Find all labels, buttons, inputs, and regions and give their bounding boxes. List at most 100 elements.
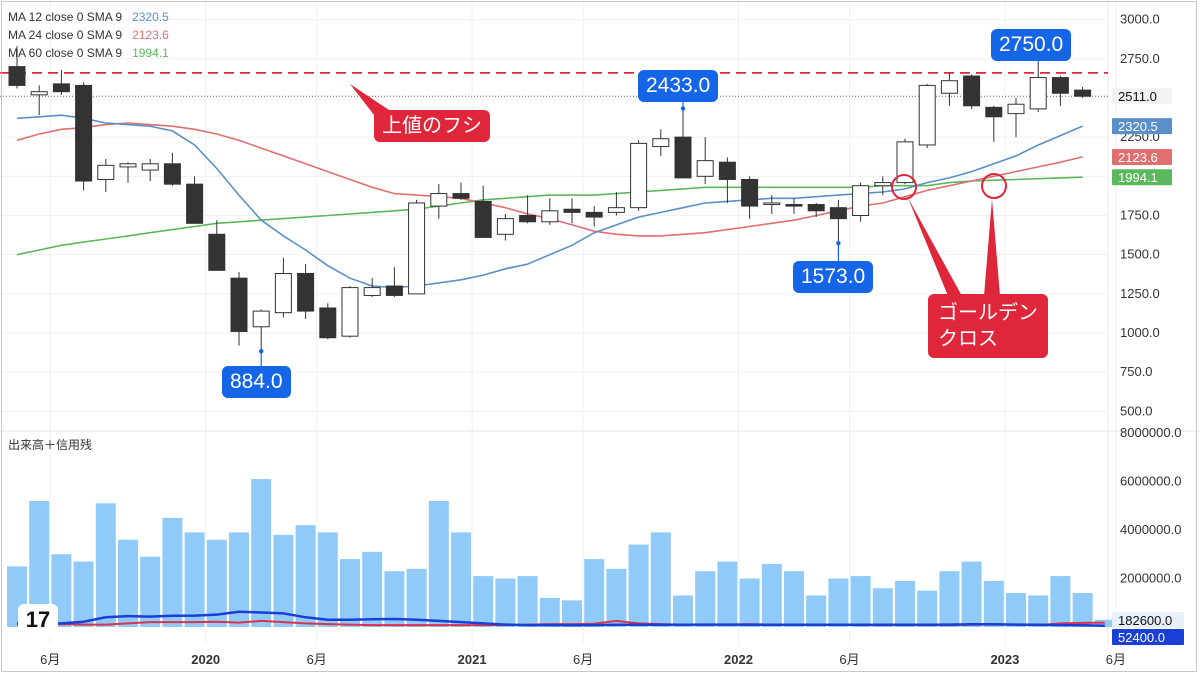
last-price-badge: 2511.0 xyxy=(1118,89,1157,104)
candle-up xyxy=(607,207,625,213)
candle-up xyxy=(430,193,448,207)
time-label-year: 2023 xyxy=(990,652,1019,667)
volume-bar xyxy=(317,532,338,627)
volume-bar xyxy=(406,568,427,627)
candle-down xyxy=(674,136,692,179)
candle-down xyxy=(963,75,981,107)
volume-bar xyxy=(184,532,205,627)
candle-up xyxy=(541,210,559,223)
candle-up xyxy=(696,160,714,177)
volume-bar xyxy=(1050,576,1071,627)
candle-down xyxy=(319,307,337,339)
volume-bar xyxy=(428,500,449,627)
volume-bar xyxy=(606,568,627,627)
candle-up xyxy=(630,142,648,209)
candle-down xyxy=(52,83,70,93)
candle-up xyxy=(496,218,514,235)
volume-bar xyxy=(673,595,693,627)
golden-cross-line1: ゴールデン xyxy=(938,302,1038,324)
legend-ma60-label: MA 60 close 0 SMA 9 xyxy=(8,46,123,60)
credit-sell-badge: 182600.0 xyxy=(1118,613,1172,628)
legend-ma24-label: MA 24 close 0 SMA 9 xyxy=(8,28,123,42)
volume-bar xyxy=(917,590,938,627)
credit-buy-line xyxy=(17,610,1105,627)
time-label-month: 6月 xyxy=(1106,652,1126,667)
candle-down xyxy=(718,161,736,180)
golden-cross-pointer-2 xyxy=(984,199,1000,296)
legend-ma24: MA 24 close 0 SMA 9 2123.6 xyxy=(8,26,169,44)
legend-ma60-value: 1994.1 xyxy=(132,46,169,60)
ma24-badge-bg xyxy=(1112,148,1172,165)
price-tick-label: 2750.0 xyxy=(1120,51,1160,66)
volume-bar xyxy=(1072,593,1093,627)
candle-up xyxy=(30,91,48,96)
volume-bar xyxy=(229,532,249,627)
credit-sell-badge-bg xyxy=(1112,612,1184,628)
volume-tick-label: 8000000.0 xyxy=(1120,425,1181,440)
candle-down xyxy=(519,215,537,223)
volume-bar xyxy=(717,561,738,627)
legend-ma12-label: MA 12 close 0 SMA 9 xyxy=(8,10,123,24)
candle-down xyxy=(75,84,93,182)
volume-bar xyxy=(73,561,94,627)
candle-down xyxy=(741,178,759,207)
golden-cross-line2: クロス xyxy=(938,328,998,350)
time-label-month: 6月 xyxy=(307,652,327,667)
volume-panel-title: 出来高＋信用残 xyxy=(8,438,93,452)
volume-bar xyxy=(584,559,605,627)
golden-cross-pointer-1 xyxy=(908,198,962,296)
volume-bar xyxy=(761,563,782,627)
high-2021-pointer-dot xyxy=(680,106,686,111)
volume-bar xyxy=(118,539,138,627)
candle-up xyxy=(97,164,115,180)
volume-bar xyxy=(295,525,316,627)
candle-down xyxy=(1074,89,1092,97)
ma60-badge-bg xyxy=(1112,169,1172,186)
candle-up xyxy=(652,138,670,148)
volume-bar xyxy=(872,588,893,627)
volume-bar xyxy=(1006,593,1026,627)
ma12-badge-bg xyxy=(1112,118,1172,135)
ma60-badge: 1994.1 xyxy=(1118,170,1158,185)
price-tick-label: 3000.0 xyxy=(1120,12,1160,27)
volume-bar xyxy=(140,556,161,627)
candle-up xyxy=(1029,77,1047,110)
volume-bar xyxy=(850,576,871,627)
high-2023-tag: 2750.0 xyxy=(991,29,1072,61)
volume-tick-label: 4000000.0 xyxy=(1120,522,1181,537)
candle-down xyxy=(208,233,226,271)
volume-bar xyxy=(95,503,116,627)
candle-down xyxy=(186,183,204,224)
candle-down xyxy=(385,285,403,296)
candle-up xyxy=(896,141,914,184)
golden-cross-callout: ゴールデン クロス xyxy=(928,294,1048,358)
candle-up xyxy=(1007,103,1025,115)
volume-bar xyxy=(650,532,671,627)
time-label-year: 2020 xyxy=(191,652,220,667)
volume-bar xyxy=(1028,595,1049,627)
candle-up xyxy=(408,202,426,295)
volume-bar xyxy=(206,539,227,627)
volume-bar xyxy=(451,532,471,627)
volume-bar xyxy=(473,576,494,627)
ma12-line xyxy=(16,114,1083,289)
volume-bar xyxy=(739,578,760,627)
tradingview-logo[interactable]: 17 xyxy=(18,604,58,636)
low-2020-tag: 884.0 xyxy=(222,366,291,398)
volume-bar xyxy=(495,578,516,627)
candle-up xyxy=(252,310,270,328)
ma24-badge: 2123.6 xyxy=(1118,150,1158,165)
volume-tick-label: 2000000.0 xyxy=(1120,571,1181,586)
volume-bar xyxy=(895,580,915,627)
volume-bar xyxy=(517,576,538,627)
volume-bar xyxy=(961,561,982,627)
price-tick-label: 1500.0 xyxy=(1120,247,1160,262)
legend-ma24-value: 2123.6 xyxy=(132,28,169,42)
candle-down xyxy=(1051,77,1069,94)
time-label-month: 6月 xyxy=(40,652,60,667)
candle-down xyxy=(163,163,181,185)
volume-bar xyxy=(562,600,582,627)
time-label-year: 2021 xyxy=(458,652,487,667)
